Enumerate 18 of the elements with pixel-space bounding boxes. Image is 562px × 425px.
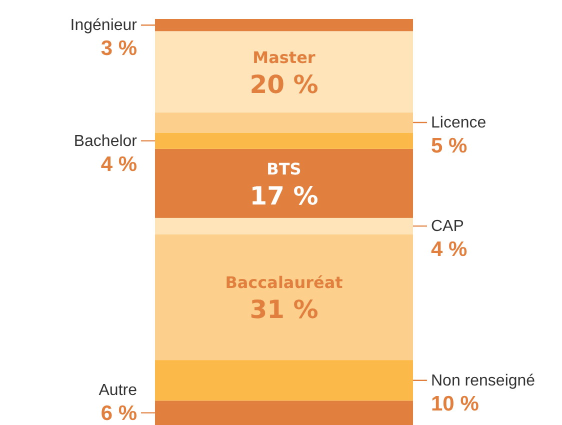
data-label: 5 % [431,134,468,158]
series-label: CAP [431,218,464,236]
data-label: 10 % [431,392,480,416]
data-label: 4 % [431,238,468,262]
data-label: 4 % [100,152,138,176]
series-label: BTS [266,159,302,178]
series-label: Bachelor [74,132,138,150]
series-label: Non renseigné [431,372,536,390]
series-label: Baccalauréat [225,273,344,292]
series-label: Autre [98,382,138,399]
series-label: Master [252,48,316,67]
data-label: 17 % [250,181,318,210]
data-label: 3 % [100,37,138,60]
data-label: 20 % [250,70,318,99]
data-label: 6 % [100,402,138,425]
series-label: Ingénieur [70,17,138,34]
series-label: Licence [431,114,486,132]
data-label: 31 % [250,295,318,324]
